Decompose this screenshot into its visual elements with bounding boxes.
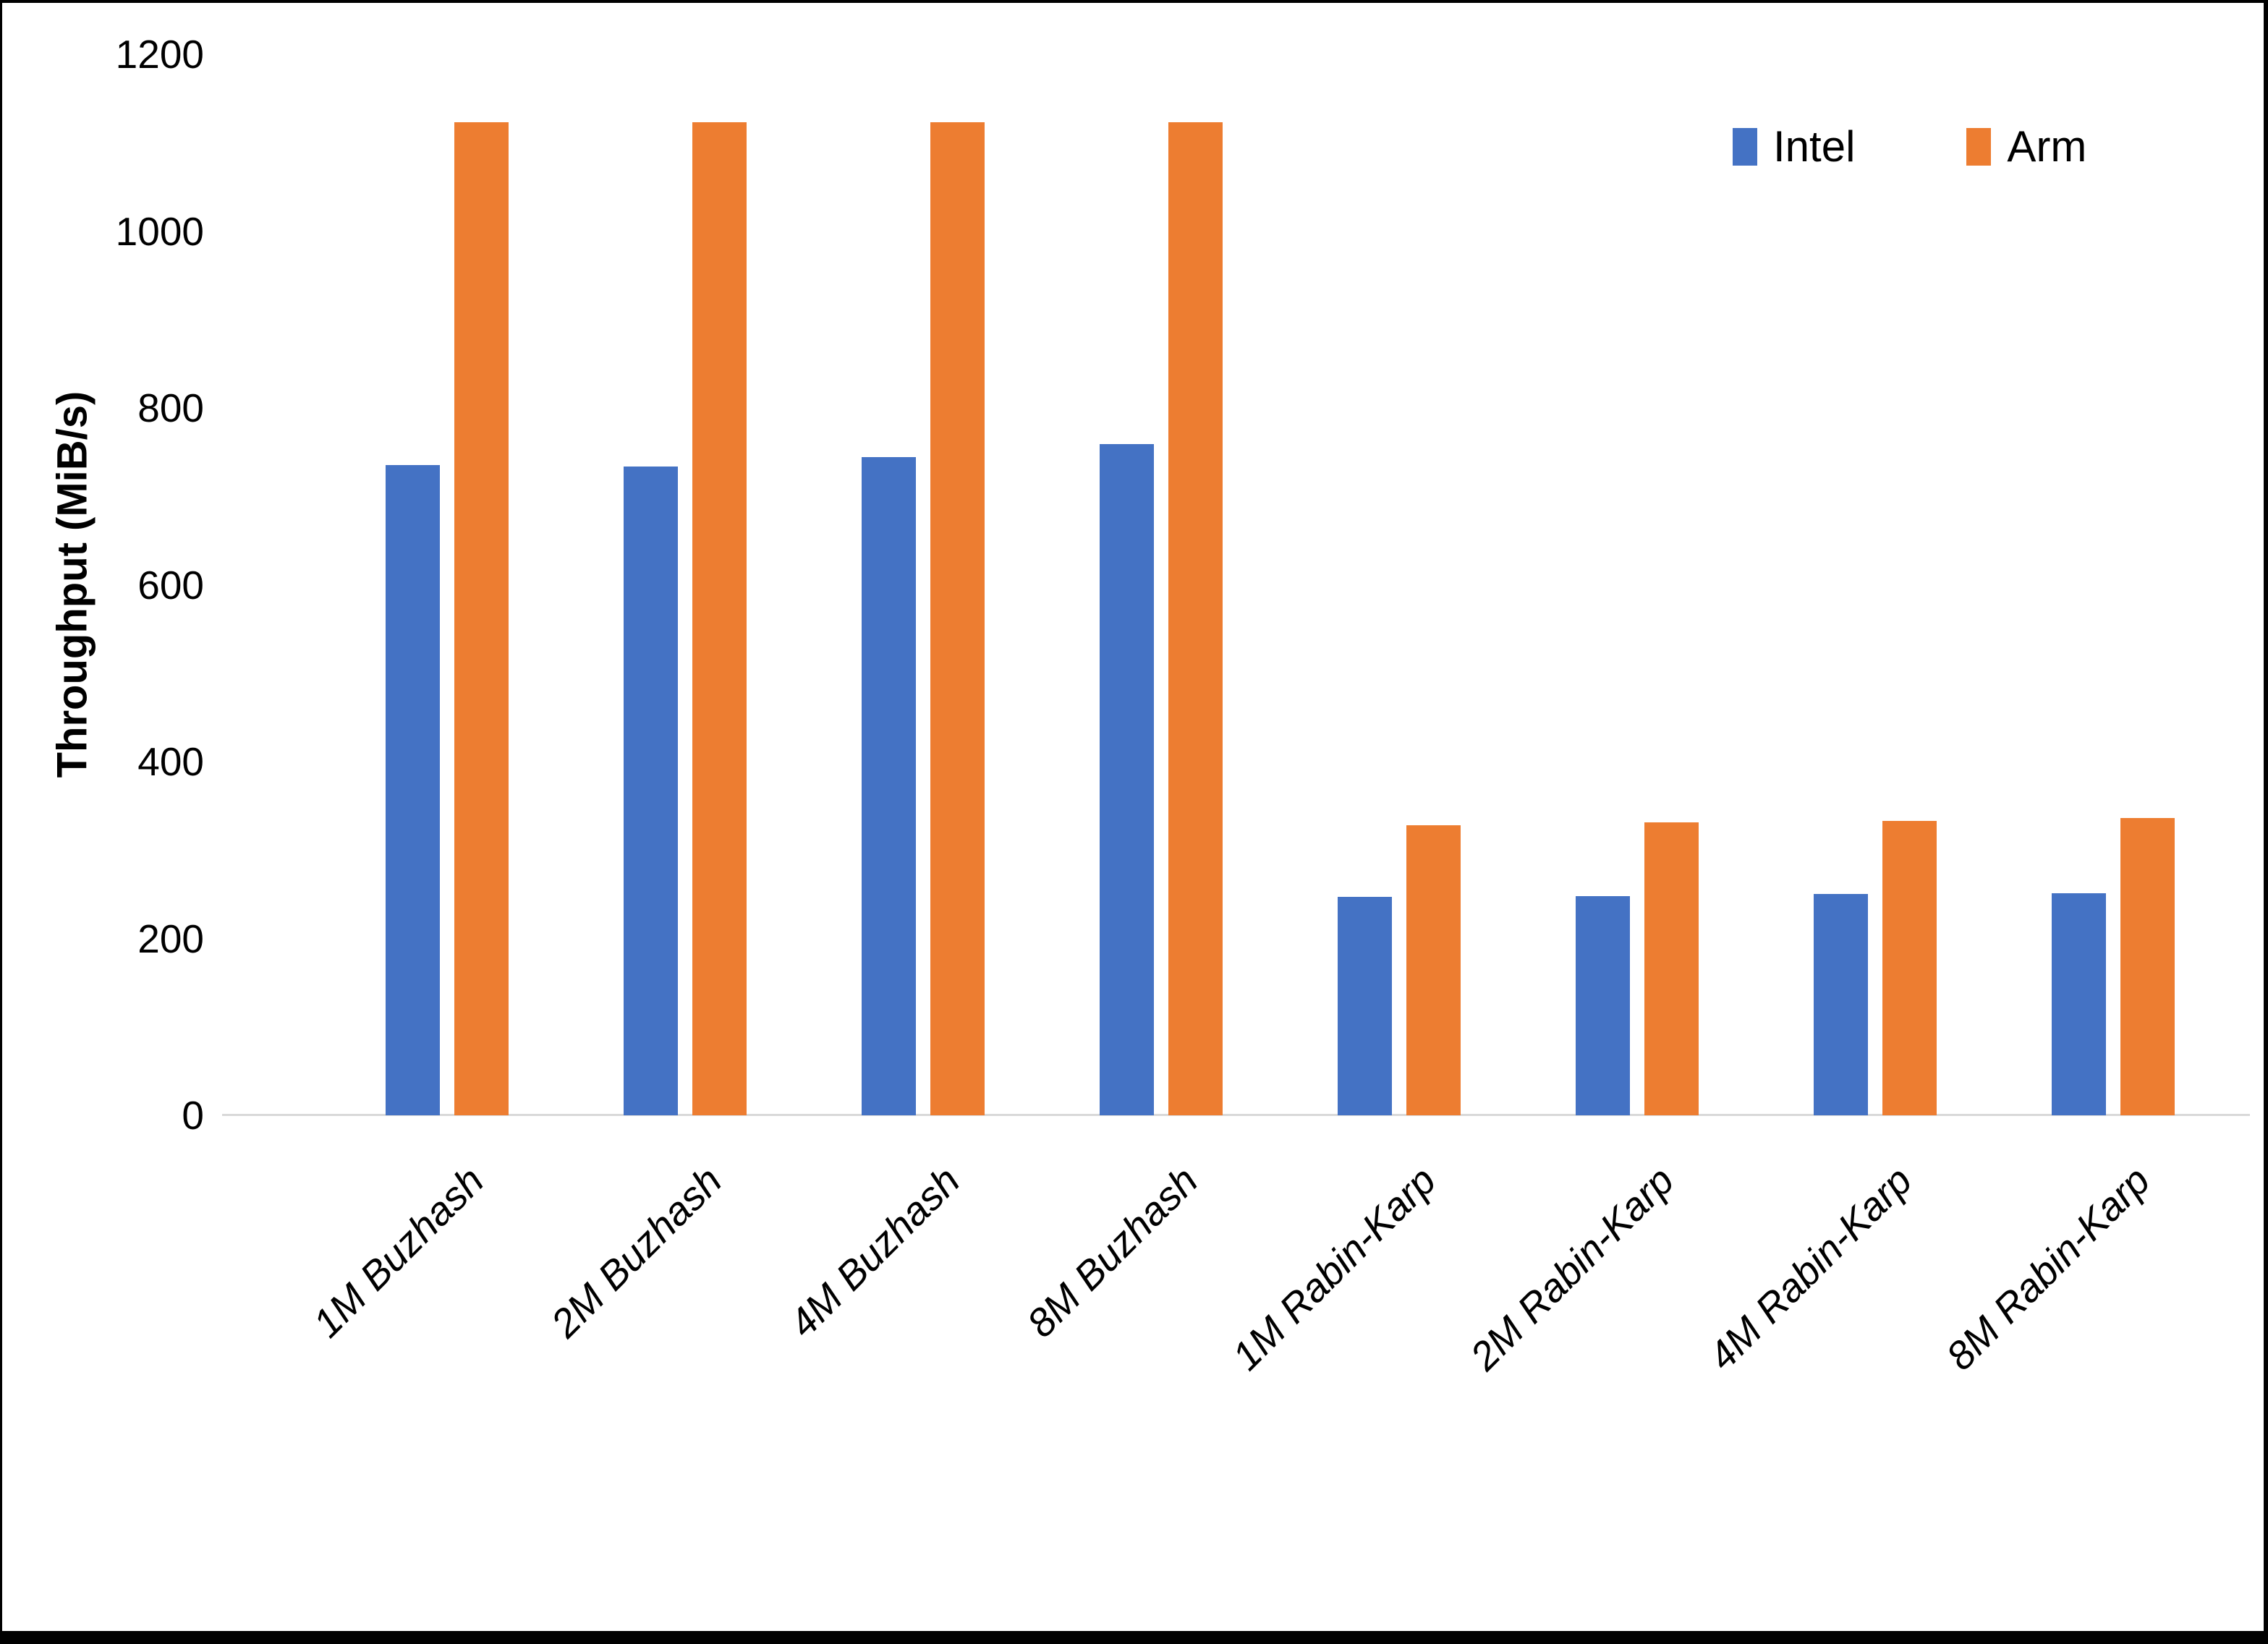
bar-intel-8m-rabin-karp (2052, 893, 2106, 1115)
category-label-2m-buzhash: 2M Buzhash (542, 1157, 731, 1346)
screenshot-border-top (0, 0, 2268, 3)
screenshot-border-right (2264, 0, 2268, 1644)
screenshot-border-left (0, 0, 2, 1644)
y-tick-label-400: 400 (137, 739, 204, 784)
bar-arm-1m-buzhash (454, 122, 509, 1115)
y-tick-label-800: 800 (137, 386, 204, 430)
bar-intel-2m-buzhash (624, 466, 678, 1115)
y-tick-label-600: 600 (137, 562, 204, 608)
legend-label-arm: Arm (2007, 122, 2087, 171)
bar-arm-8m-rabin-karp (2120, 818, 2175, 1115)
screenshot-border-bottom (0, 1631, 2268, 1644)
category-label-8m-buzhash: 8M Buzhash (1018, 1157, 1207, 1346)
x-axis-baseline (222, 1114, 2250, 1116)
category-label-1m-buzhash: 1M Buzhash (304, 1157, 493, 1346)
legend-swatch-arm (1966, 127, 1992, 166)
bar-intel-4m-buzhash (862, 457, 916, 1115)
bar-arm-2m-buzhash (692, 122, 747, 1115)
bar-arm-1m-rabin-karp (1406, 825, 1461, 1115)
legend-label-intel: Intel (1773, 122, 1856, 171)
chart-legend: Intel Arm (1733, 122, 2086, 171)
bar-arm-2m-rabin-karp (1644, 822, 1699, 1115)
category-label-4m-rabin-karp: 4M Rabin-Karp (1699, 1157, 1921, 1379)
category-label-4m-buzhash: 4M Buzhash (780, 1157, 969, 1346)
category-label-8m-rabin-karp: 8M Rabin-Karp (1937, 1157, 2159, 1379)
y-tick-label-200: 200 (137, 916, 204, 961)
category-label-1m-rabin-karp: 1M Rabin-Karp (1223, 1157, 1445, 1379)
y-tick-label-1200: 1200 (115, 32, 204, 77)
y-tick-label-1000: 1000 (115, 208, 204, 254)
category-label-2m-rabin-karp: 2M Rabin-Karp (1461, 1157, 1683, 1379)
bar-arm-4m-rabin-karp (1882, 820, 1937, 1115)
bar-intel-8m-buzhash (1100, 444, 1154, 1115)
y-tick-label-0: 0 (182, 1093, 204, 1138)
bar-intel-4m-rabin-karp (1814, 894, 1868, 1115)
bar-arm-4m-buzhash (930, 122, 985, 1115)
bar-arm-8m-buzhash (1168, 122, 1223, 1115)
bar-intel-2m-rabin-karp (1576, 895, 1630, 1115)
bar-intel-1m-buzhash (386, 465, 440, 1115)
bar-intel-1m-rabin-karp (1338, 897, 1392, 1115)
legend-swatch-intel (1733, 127, 1757, 166)
